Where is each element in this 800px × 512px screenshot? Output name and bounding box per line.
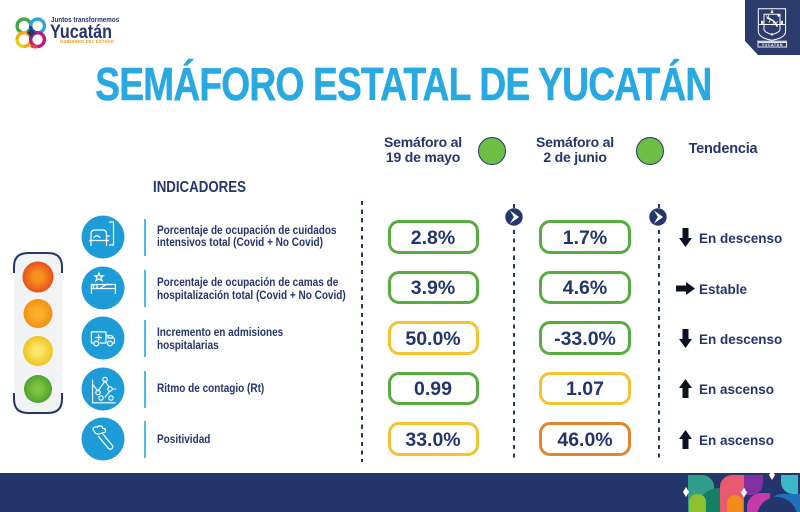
svg-text:YUCATÁN: YUCATÁN <box>762 42 783 47</box>
